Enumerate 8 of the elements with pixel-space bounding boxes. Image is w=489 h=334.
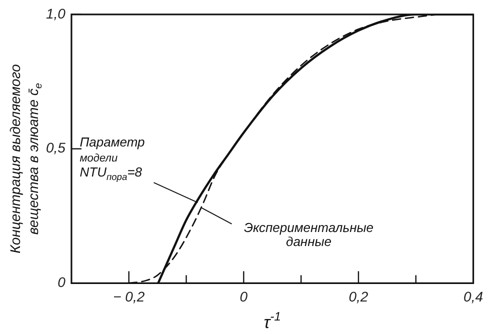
x-tick-label: − 0,2 <box>113 288 145 304</box>
x-tick-label: 0,4 <box>464 288 484 304</box>
annotation: Экспериментальные данные <box>244 220 374 249</box>
y-tick-label: 0 <box>58 274 66 290</box>
y-tick-label: 1,0 <box>46 5 66 22</box>
y-tick-label: 0,5 <box>46 140 66 156</box>
x-tick-label: 0,2 <box>348 288 368 304</box>
x-tick-label: 0 <box>240 288 248 304</box>
